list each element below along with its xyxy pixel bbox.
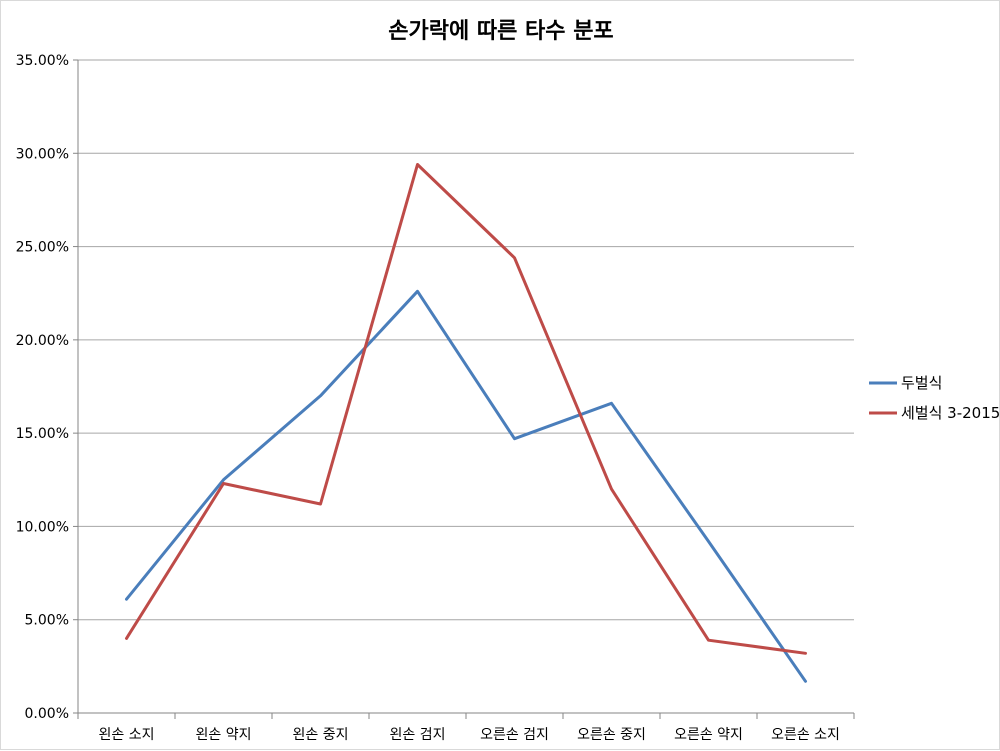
x-tick-label: 왼손 소지	[99, 727, 155, 743]
x-tick-label: 왼손 중지	[293, 727, 349, 743]
x-tick-label: 왼손 검지	[390, 727, 446, 743]
series-lines	[125, 163, 807, 683]
chart-title: 손가락에 따른 타수 분포	[388, 19, 613, 44]
x-tick-label: 오른손 약지	[674, 727, 743, 743]
gridlines	[78, 59, 854, 621]
series-line-2	[125, 163, 807, 655]
x-tick-label: 왼손 약지	[196, 727, 252, 743]
y-tick-label: 5.00%	[25, 613, 69, 629]
y-tick-label: 25.00%	[16, 240, 69, 256]
axes: 0.00% 5.00% 10.00% 15.00% 20.00% 25.00% 30.00%…	[16, 53, 855, 743]
y-tick-label: 15.00%	[16, 426, 69, 442]
y-tick-label: 0.00%	[25, 706, 69, 722]
legend-label: 두벌식	[901, 374, 942, 392]
x-tick-label: 오른손 소지	[771, 727, 840, 743]
x-tick-label: 오른손 검지	[480, 727, 549, 743]
series-line-1	[125, 289, 807, 683]
y-tick-label: 20.00%	[16, 333, 69, 349]
y-tick-label: 10.00%	[16, 519, 69, 535]
legend-label: 세벌식 3-2015	[901, 404, 1000, 422]
y-tick-label: 30.00%	[16, 146, 69, 162]
y-tick-label: 35.00%	[16, 53, 69, 69]
x-tick-label: 오른손 중지	[577, 727, 646, 743]
